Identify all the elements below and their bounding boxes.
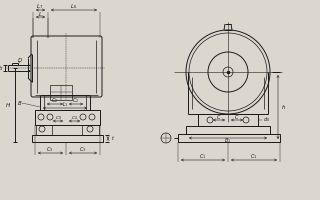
- Text: $C_2$: $C_2$: [72, 97, 80, 105]
- Text: $C$: $C$: [234, 113, 240, 121]
- Text: $C_1$: $C_1$: [199, 153, 207, 161]
- Bar: [186, 126, 270, 134]
- Bar: [32, 135, 103, 142]
- Text: $d_0$: $d_0$: [263, 116, 270, 124]
- Text: $B_1$: $B_1$: [224, 137, 232, 145]
- Text: $C_1$: $C_1$: [250, 153, 258, 161]
- Text: $C_4$: $C_4$: [71, 114, 77, 122]
- Text: $b$: $b$: [0, 64, 3, 72]
- Text: $L_1$: $L_1$: [62, 101, 68, 109]
- Text: $D$: $D$: [17, 56, 23, 64]
- Text: $h$: $h$: [281, 103, 286, 111]
- Bar: [36, 125, 52, 135]
- Bar: [50, 85, 72, 100]
- Bar: [35, 110, 100, 125]
- Bar: [198, 114, 258, 126]
- Text: $C_3$: $C_3$: [79, 146, 87, 154]
- Text: $L$: $L$: [38, 10, 42, 18]
- Text: $H$: $H$: [5, 101, 11, 109]
- Text: $L_6$: $L_6$: [70, 3, 78, 11]
- Text: $C_2$: $C_2$: [52, 97, 59, 105]
- Text: $t$: $t$: [111, 134, 115, 142]
- Text: $C$: $C$: [216, 113, 222, 121]
- Text: $C_3$: $C_3$: [46, 146, 54, 154]
- Bar: [178, 134, 280, 142]
- Text: $L_7$: $L_7$: [36, 3, 44, 11]
- Bar: [82, 125, 99, 135]
- Text: $B$: $B$: [17, 99, 23, 107]
- Text: $C_0$: $C_0$: [55, 114, 61, 122]
